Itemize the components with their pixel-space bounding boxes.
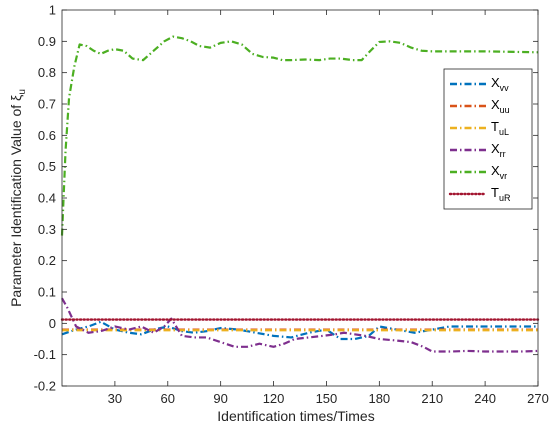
legend-label-main: X [491,141,500,156]
y-axis-label-main: Parameter Identification Value of ξ [8,95,24,307]
legend-label-xvv: Xvv [491,75,509,93]
series-layer [60,35,540,353]
legend-label-subscript: uR [499,193,511,203]
series-line-xrr [61,297,539,353]
legend-label-main: X [491,163,500,178]
y-tick-label: 0.7 [38,97,56,112]
legend-label-xrr: Xrr [491,141,506,159]
legend-label-xuu: Xuu [491,97,510,115]
x-tick-label: 120 [263,391,285,406]
legend-label-subscript: uu [500,105,510,115]
y-tick-label: -0.1 [34,347,56,362]
x-tick-label: 90 [213,391,227,406]
y-tick-label: 0.2 [38,253,56,268]
y-tick-label: -0.2 [34,379,56,394]
legend-label-tur: TuR [491,185,511,203]
y-tick-label: 0.9 [38,34,56,49]
y-tick-label: 1 [49,3,56,18]
x-tick-label: 270 [527,391,549,406]
x-tick-label: 240 [474,391,496,406]
series-line-xvr [60,35,539,236]
x-tick-label: 150 [316,391,338,406]
y-tick-label: 0 [49,316,56,331]
y-tick-label: 0.1 [38,285,56,300]
legend-label-main: T [491,119,499,134]
y-tick-label: 0.3 [38,222,56,237]
y-axis-label-subscript: u [17,89,28,95]
legend-box [443,68,533,210]
legend-label-subscript: uL [499,127,509,137]
x-tick-label: 210 [421,391,443,406]
axes: -0.2 -0.1 0 0.1 0.2 0.3 0.4 0.5 0.6 0.7 0.8 0.9 1 30 6… [8,3,549,425]
x-tick-label: 180 [368,391,390,406]
legend-label-subscript: rr [500,149,506,159]
x-tick-label: 60 [161,391,175,406]
y-tick-label: 0.8 [38,65,56,80]
legend-label-main: T [491,185,499,200]
y-tick-label: 0.5 [38,159,56,174]
y-tick-label: 0.4 [38,191,56,206]
legend-label-subscript: vv [500,83,510,93]
legend-label-subscript: vr [500,171,508,181]
legend-label-tul: TuL [491,119,509,137]
y-axis-label: Parameter Identification Value of ξu [8,89,28,307]
legend-label-main: X [491,97,500,112]
x-tick-label: 30 [108,391,122,406]
series-line-xvv [61,320,538,341]
legend-label-xvr: Xvr [491,163,507,181]
y-tick-label: 0.6 [38,128,56,143]
legend-label-main: X [491,75,500,90]
x-axis-label: Identification times/Times [217,408,374,424]
